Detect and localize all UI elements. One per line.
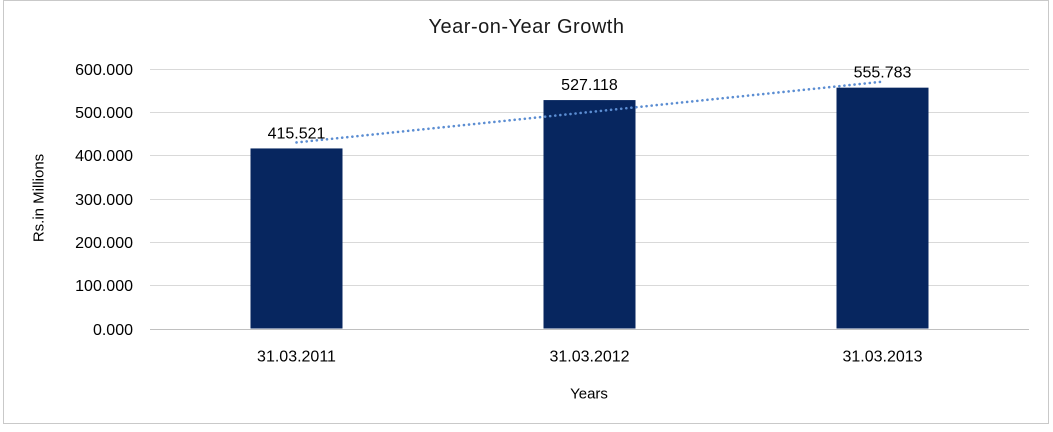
bar-31.03.2011 (250, 148, 343, 329)
x-tick-label: 31.03.2011 (257, 349, 336, 366)
bar-31.03.2013 (836, 87, 929, 329)
y-tick-label: 600.000 (75, 62, 133, 79)
y-tick-label: 0.000 (93, 322, 133, 339)
trendline (295, 80, 884, 144)
bar-value-label: 555.783 (854, 65, 912, 82)
bar-value-label: 527.118 (561, 77, 618, 94)
x-tick-label: 31.03.2012 (549, 349, 629, 366)
y-tick-label: 100.000 (75, 278, 133, 295)
y-tick-label: 500.000 (75, 105, 133, 122)
x-axis-title: Years (570, 385, 608, 403)
bar-value-label: 415.521 (268, 125, 326, 142)
y-tick-label: 200.000 (75, 235, 133, 252)
chart-title: Year-on-Year Growth (428, 16, 625, 38)
y-tick-label: 400.000 (75, 148, 133, 165)
bar-31.03.2012 (543, 100, 636, 329)
x-tick-label: 31.03.2013 (842, 349, 922, 366)
y-tick-label: 300.000 (75, 192, 133, 209)
